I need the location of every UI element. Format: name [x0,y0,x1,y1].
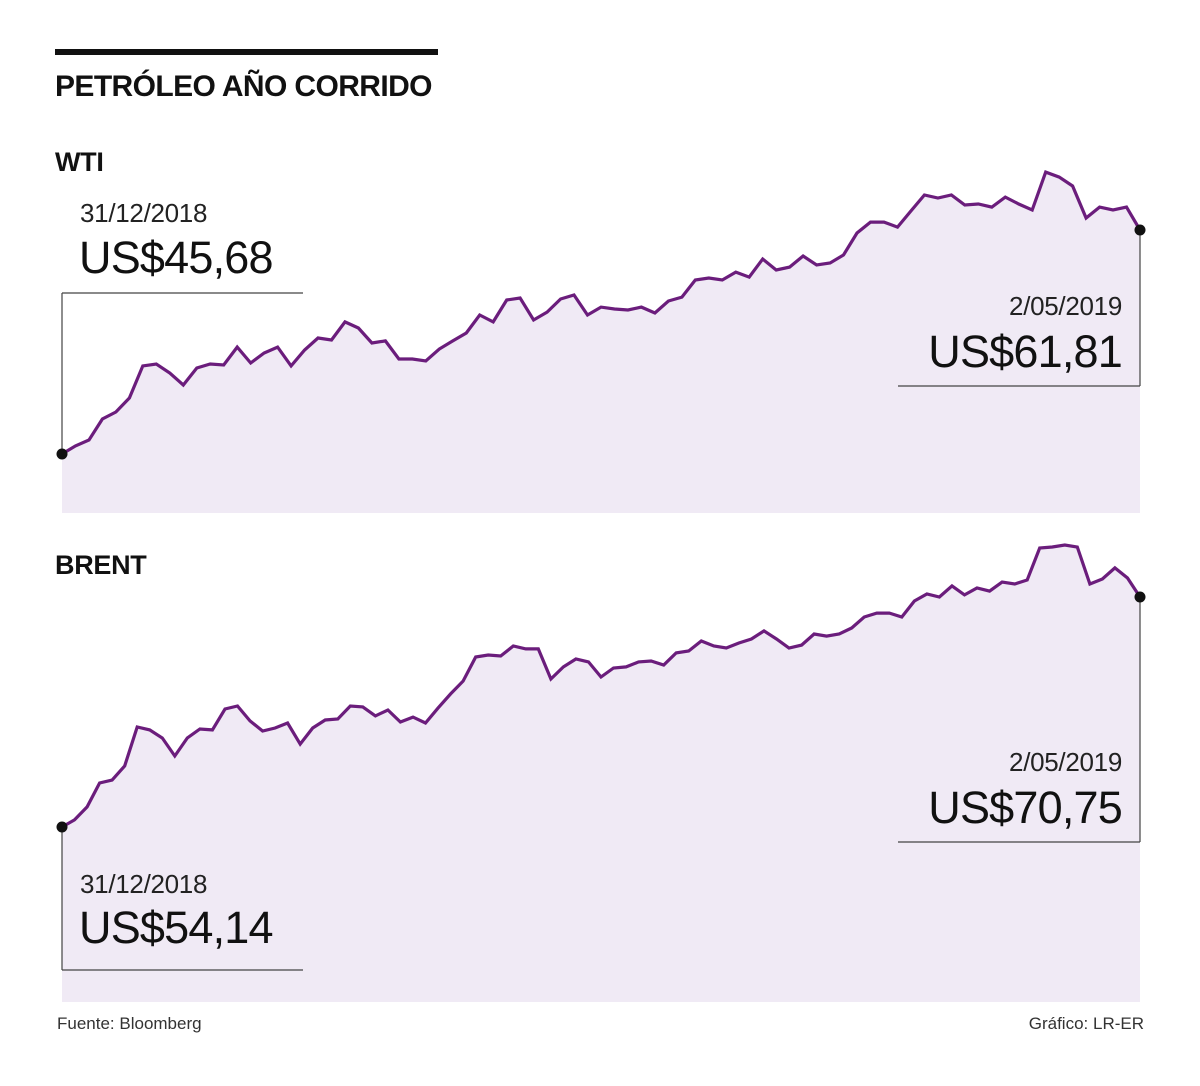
wti-end-date: 2/05/2019 [1009,291,1122,321]
wti-end-value: US$61,81 [928,326,1123,377]
brent-area [62,545,1140,1002]
brent-chart [56,543,1146,1002]
brent-title: BRENT [55,550,147,580]
title-rule [55,49,438,55]
brent-end-date: 2/05/2019 [1009,747,1122,777]
brent-start-date: 31/12/2018 [80,869,208,899]
wti-start-value: US$45,68 [79,232,274,283]
brent-start-value: US$54,14 [79,902,274,953]
wti-title: WTI [55,147,104,177]
brent-end-value: US$70,75 [928,782,1123,833]
wti-chart [56,170,1146,513]
wti-start-marker [56,448,68,460]
source-note: Fuente: Bloomberg [57,1014,202,1033]
brent-line [61,543,1142,829]
wti-line [61,170,1142,456]
wti-area [62,172,1140,513]
wti-end-marker [1134,224,1146,236]
wti-start-date: 31/12/2018 [80,198,208,228]
chart-title: PETRÓLEO AÑO CORRIDO [55,70,433,103]
credit-note: Gráfico: LR-ER [1028,1014,1144,1033]
brent-end-marker [1134,591,1146,603]
brent-start-marker [56,821,68,833]
